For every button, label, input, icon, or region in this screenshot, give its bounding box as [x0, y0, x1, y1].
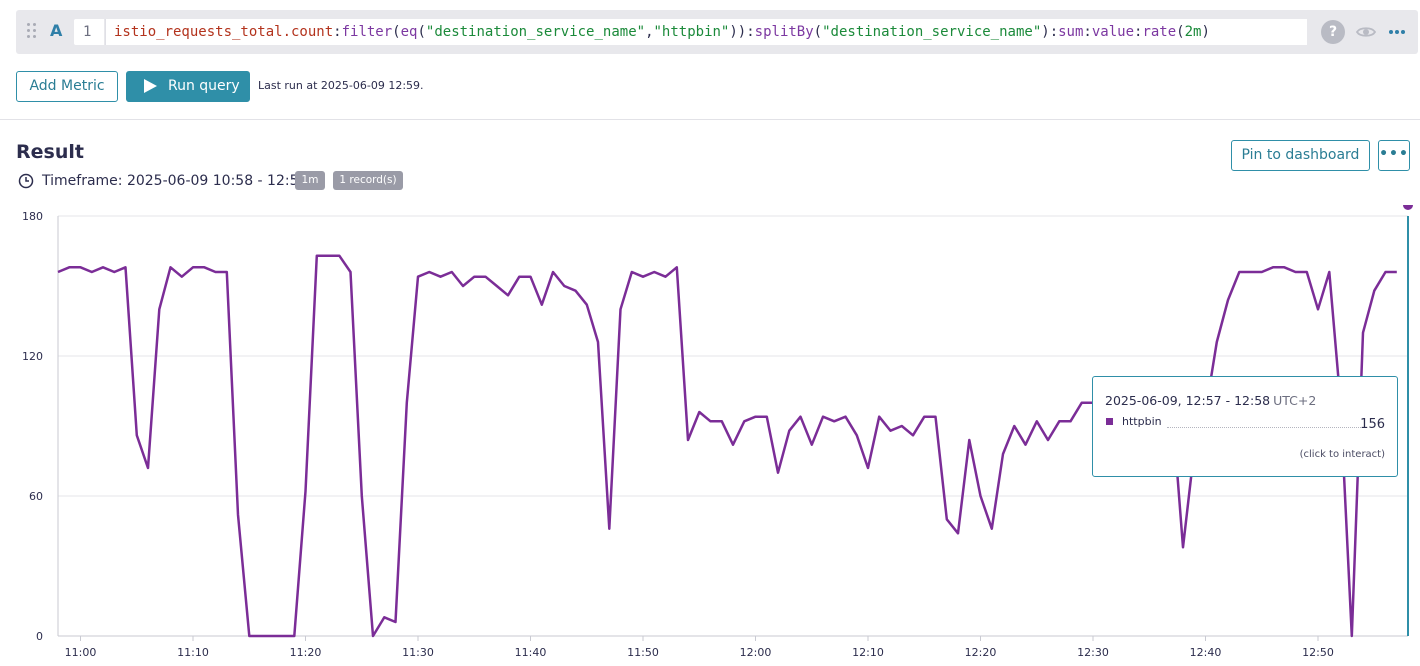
query-token: :	[1083, 24, 1092, 40]
x-tick-label: 12:40	[1190, 646, 1222, 659]
tooltip-timezone: UTC+2	[1273, 393, 1317, 408]
query-token: value	[1091, 24, 1135, 40]
x-tick-label: 11:20	[290, 646, 322, 659]
y-tick-label: 120	[22, 350, 43, 363]
query-token: :	[1134, 24, 1143, 40]
last-run-text: Last run at 2025-06-09 12:59.	[258, 79, 424, 92]
result-title: Result	[16, 141, 84, 163]
query-token: rate	[1142, 24, 1177, 40]
tooltip-series-name: httpbin	[1122, 415, 1162, 428]
section-divider	[0, 119, 1420, 120]
eye-icon[interactable]	[1354, 20, 1378, 44]
tooltip-hint: (click to interact)	[1299, 449, 1385, 460]
query-token: (	[392, 24, 401, 40]
x-tick-label: 12:20	[965, 646, 997, 659]
tooltip-time-range: 2025-06-09, 12:57 - 12:58	[1105, 393, 1271, 408]
y-tick-label: 60	[29, 490, 43, 503]
help-icon[interactable]: ?	[1321, 20, 1345, 44]
query-token: sum	[1058, 24, 1084, 40]
query-token: istio_requests_total.count	[114, 24, 334, 40]
hover-point	[1403, 205, 1413, 210]
y-tick-label: 0	[36, 630, 43, 643]
query-token: eq	[400, 24, 418, 40]
tooltip-value: 156	[1360, 417, 1385, 432]
x-tick-label: 11:50	[627, 646, 659, 659]
timeframe-label: Timeframe: 2025-06-09 10:58 - 12:58	[42, 173, 308, 189]
query-token: ):	[1041, 24, 1059, 40]
line-number: 1	[74, 19, 104, 45]
query-token: (	[1176, 24, 1185, 40]
query-token: "destination_service_name"	[425, 24, 646, 40]
query-code-input[interactable]: istio_requests_total.count:filter(eq("de…	[105, 19, 1307, 45]
query-token: )):	[729, 24, 755, 40]
records-badge: 1 record(s)	[333, 171, 403, 190]
x-tick-label: 12:00	[740, 646, 772, 659]
chart-tooltip[interactable]: 2025-06-09, 12:57 - 12:58 UTC+2 httpbin 1…	[1092, 376, 1398, 477]
more-horizontal-icon[interactable]	[1385, 20, 1409, 44]
query-token: "httpbin"	[653, 24, 730, 40]
clock-icon	[18, 173, 34, 189]
x-tick-label: 11:00	[65, 646, 97, 659]
x-tick-label: 12:50	[1302, 646, 1334, 659]
interval-badge: 1m	[295, 171, 325, 190]
more-options-button[interactable]: •••	[1378, 140, 1410, 171]
play-icon	[144, 79, 157, 93]
y-tick-label: 180	[22, 210, 43, 223]
x-tick-label: 11:40	[515, 646, 547, 659]
pin-to-dashboard-button[interactable]: Pin to dashboard	[1231, 140, 1370, 171]
query-letter: A	[50, 21, 63, 40]
query-token: :	[333, 24, 342, 40]
tooltip-time: 2025-06-09, 12:57 - 12:58 UTC+2	[1105, 393, 1316, 408]
x-tick-label: 11:10	[177, 646, 209, 659]
query-editor-bar: A 1 istio_requests_total.count:filter(eq…	[16, 10, 1418, 54]
x-tick-label: 12:10	[852, 646, 884, 659]
query-token: (	[813, 24, 823, 40]
run-query-label: Run query	[168, 78, 240, 94]
drag-handle-icon[interactable]	[27, 23, 37, 39]
x-tick-label: 12:30	[1077, 646, 1109, 659]
query-token: filter	[341, 24, 393, 40]
query-token: "destination_service_name"	[822, 24, 1042, 40]
tooltip-leader-dots	[1167, 427, 1361, 428]
tooltip-series-swatch	[1106, 418, 1113, 425]
run-query-button[interactable]: Run query	[126, 71, 250, 102]
x-tick-label: 11:30	[402, 646, 434, 659]
query-token: (	[417, 24, 426, 40]
query-token: 2m	[1184, 24, 1202, 40]
query-token: ,	[645, 24, 654, 40]
add-metric-button[interactable]: Add Metric	[16, 71, 118, 102]
query-token: )	[1201, 24, 1210, 40]
query-token: splitBy	[754, 24, 814, 40]
